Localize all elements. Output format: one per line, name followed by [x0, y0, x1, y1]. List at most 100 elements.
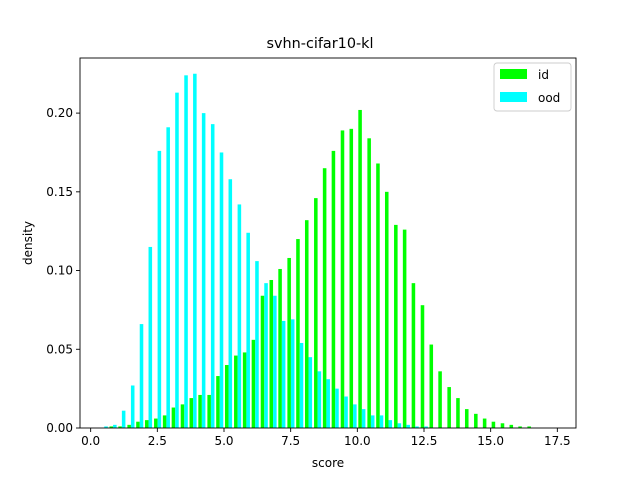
y-axis-label: density [21, 221, 35, 265]
bar-id-34 [411, 283, 416, 428]
bar-id-38 [447, 387, 451, 428]
bar-ood-33 [397, 423, 402, 428]
bar-ood-23 [308, 357, 313, 428]
bar-id-28 [358, 109, 362, 429]
bar-ood-35 [415, 426, 419, 428]
bar-ood-9 [184, 75, 188, 428]
y-tick-label-1: 0.05 [46, 342, 73, 356]
bar-id-46 [518, 426, 522, 428]
bar-id-40 [464, 409, 469, 428]
bar-id-26 [340, 130, 345, 428]
bar-id-10 [198, 394, 202, 428]
bar-id-4 [144, 420, 149, 428]
x-tick-label-4: 10.0 [344, 434, 371, 448]
bar-id-30 [376, 163, 380, 429]
bar-id-5 [154, 418, 158, 428]
bar-id-15 [242, 352, 247, 428]
bar-ood-1 [113, 424, 117, 428]
bar-ood-16 [246, 232, 250, 428]
bar-id-21 [296, 239, 300, 428]
bar-ood-22 [299, 342, 304, 428]
bar-ood-10 [193, 73, 197, 429]
bar-id-12 [216, 376, 220, 428]
y-tick-label-3: 0.15 [46, 185, 73, 199]
bar-ood-29 [361, 409, 366, 428]
legend-swatch-id [500, 69, 527, 79]
x-tick-label-7: 17.5 [544, 434, 571, 448]
bar-ood-28 [353, 404, 357, 428]
legend-swatch-ood [500, 92, 527, 102]
bar-id-13 [224, 365, 229, 428]
bar-ood-27 [344, 396, 348, 428]
bar-ood-32 [388, 420, 393, 428]
bar-id-45 [509, 424, 514, 428]
x-tick-label-2: 5.0 [214, 434, 233, 448]
bar-ood-6 [157, 150, 162, 428]
legend: id ood [493, 62, 572, 112]
bar-id-16 [251, 339, 256, 428]
bar-id-36 [429, 344, 434, 428]
x-tick-label-1: 2.5 [148, 434, 167, 448]
y-axis: 0.00 0.05 0.10 0.15 0.20 [46, 106, 80, 435]
plot-frame [79, 57, 577, 429]
bar-ood-2 [121, 410, 126, 428]
bar-ood-30 [370, 415, 375, 428]
bar-ood-26 [335, 388, 339, 428]
bar-ood-5 [148, 246, 153, 428]
bar-ood-20 [281, 320, 286, 428]
bar-id-8 [180, 404, 185, 428]
bar-id-44 [500, 423, 505, 428]
bar-ood-24 [317, 371, 322, 428]
legend-label-id: id [538, 68, 549, 82]
x-tick-label-0: 0.0 [81, 434, 100, 448]
bar-id-14 [234, 355, 238, 428]
bars-layer [104, 73, 531, 429]
bar-id-2 [127, 424, 131, 428]
bar-id-32 [394, 224, 398, 428]
bar-ood-12 [210, 124, 215, 428]
bar-id-19 [278, 268, 282, 428]
x-tick-label-6: 15.0 [477, 434, 504, 448]
bar-id-43 [491, 421, 496, 428]
bar-id-22 [304, 220, 309, 428]
legend-label-ood: ood [538, 91, 560, 105]
bar-id-3 [136, 421, 140, 428]
bar-ood-36 [424, 426, 428, 428]
bar-ood-0 [104, 426, 108, 428]
bar-ood-18 [264, 283, 268, 428]
bar-id-6 [162, 415, 167, 428]
bar-id-20 [287, 257, 291, 428]
bar-ood-15 [237, 204, 242, 428]
bar-ood-17 [255, 261, 259, 428]
bar-id-11 [207, 394, 211, 428]
bar-id-1 [118, 426, 122, 428]
bar-id-23 [314, 198, 318, 428]
bar-ood-3 [130, 385, 135, 428]
y-tick-label-2: 0.10 [46, 264, 73, 278]
bar-id-42 [482, 418, 487, 428]
bar-ood-7 [166, 127, 170, 428]
bar-ood-25 [326, 379, 330, 428]
x-axis-label: score [312, 456, 344, 470]
bar-id-39 [456, 398, 460, 428]
bar-id-35 [420, 305, 425, 428]
x-axis: 0.0 2.5 5.0 7.5 10.0 12.5 15.0 17.5 [81, 428, 571, 448]
y-tick-label-4: 0.20 [46, 106, 73, 120]
bar-id-47 [527, 426, 531, 428]
bar-id-25 [331, 150, 336, 428]
bar-id-33 [402, 229, 407, 428]
bar-id-24 [322, 168, 327, 428]
x-tick-label-3: 7.5 [281, 434, 300, 448]
bar-ood-21 [290, 319, 295, 428]
bar-ood-34 [406, 424, 410, 428]
bar-id-37 [438, 371, 442, 428]
bar-ood-4 [139, 324, 144, 428]
x-tick-label-5: 12.5 [411, 434, 438, 448]
y-tick-label-0: 0.00 [46, 421, 73, 435]
bar-id-29 [367, 138, 371, 429]
bar-id-27 [349, 128, 354, 428]
bar-ood-19 [273, 295, 277, 428]
chart-title: svhn-cifar10-kl [267, 36, 374, 52]
bar-ood-31 [379, 415, 384, 428]
